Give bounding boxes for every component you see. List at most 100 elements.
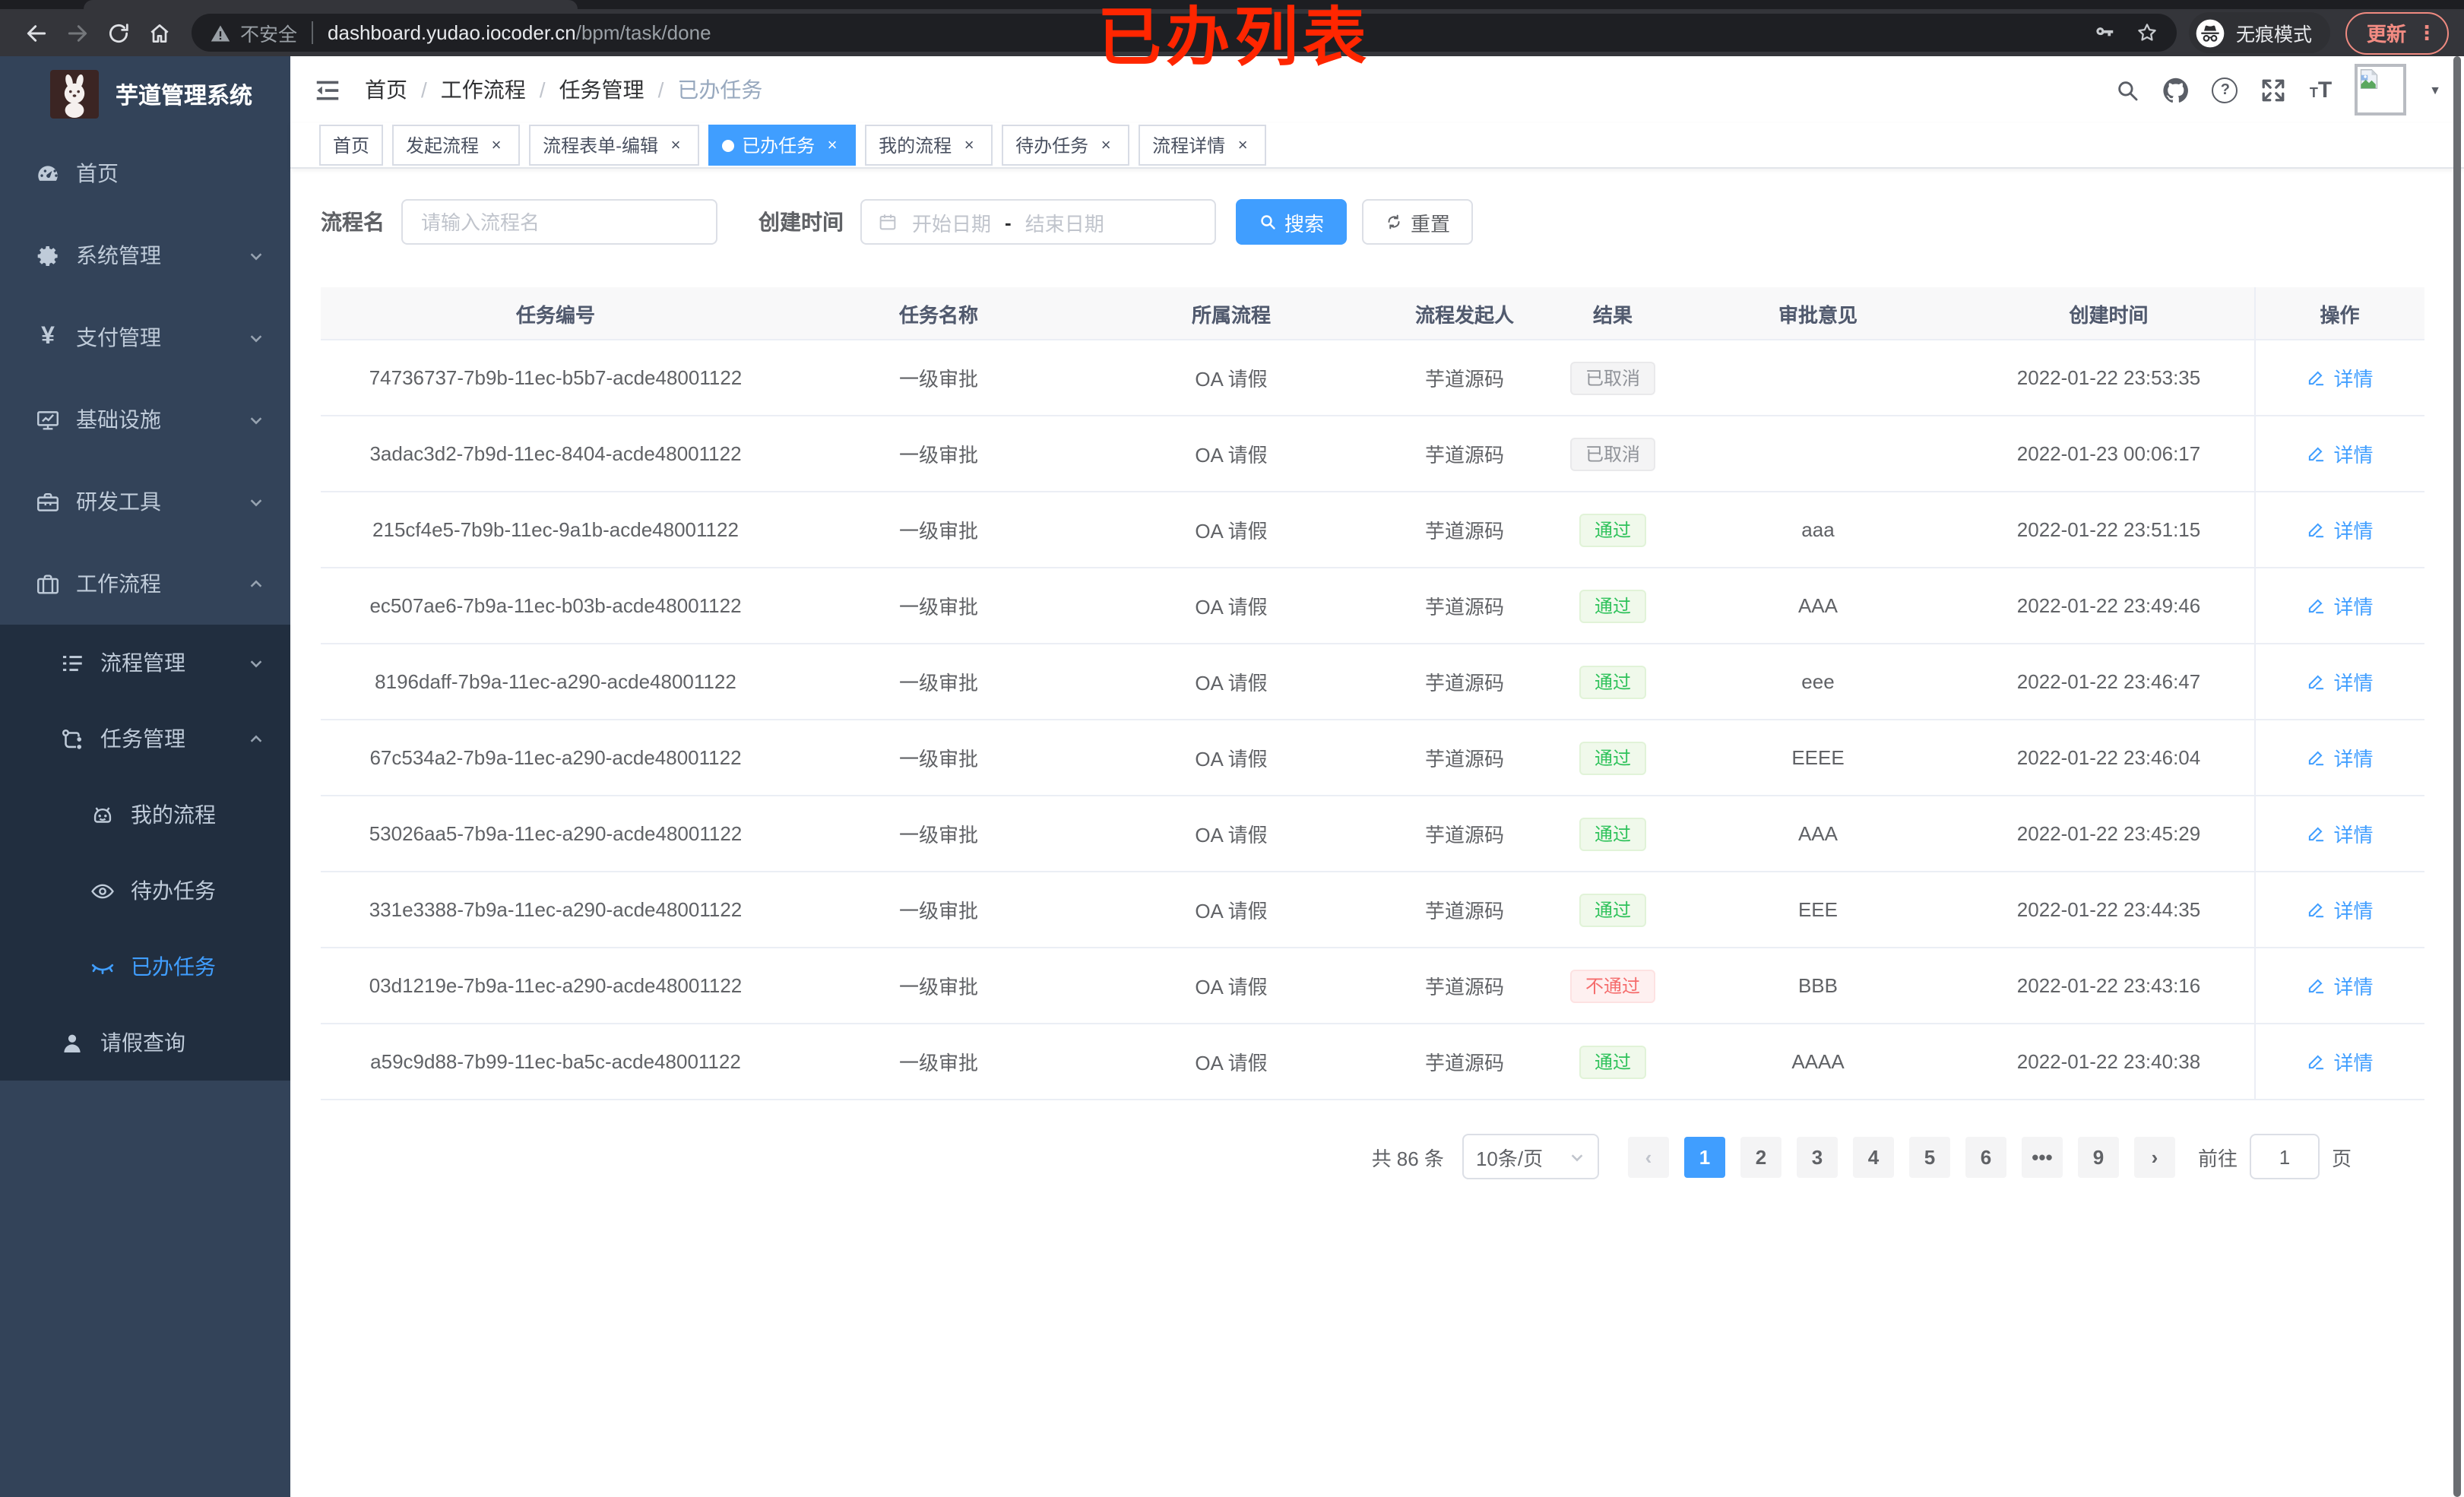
detail-link[interactable]: 详情	[2306, 591, 2374, 620]
goto-page-input[interactable]	[2249, 1134, 2320, 1179]
tab-首页[interactable]: 首页	[319, 125, 384, 166]
task-name-cell: 一级审批	[790, 416, 1087, 492]
url-text[interactable]: dashboard.yudao.iocoder.cn/bpm/task/done	[328, 21, 711, 44]
detail-link[interactable]: 详情	[2306, 667, 2374, 696]
sidebar-item-payment[interactable]: ¥ 支付管理	[0, 296, 290, 378]
created-time-cell: 2022-01-22 23:40:38	[1964, 1024, 2254, 1100]
window-scrollbar[interactable]	[2453, 56, 2461, 1497]
detail-link[interactable]: 详情	[2306, 515, 2374, 544]
detail-link[interactable]: 详情	[2306, 971, 2374, 1000]
url-bar[interactable]: 不安全 dashboard.yudao.iocoder.cn/bpm/task/…	[192, 14, 2177, 52]
browser-active-tab[interactable]	[84, 0, 578, 9]
breadcrumb-item[interactable]: 工作流程	[440, 78, 526, 102]
main-area: 首页 / 工作流程 / 任务管理 / 已办任务 ? TT ▼ 首页 发起流程 × 流程表单-编辑 ×…	[290, 56, 2464, 1497]
font-size-icon[interactable]: TT	[2309, 77, 2333, 103]
page-button-3[interactable]: 3	[1796, 1136, 1838, 1177]
task-name-cell: 一级审批	[790, 568, 1087, 644]
sidebar-item-label: 请假查询	[100, 1030, 185, 1055]
sidebar-item-workflow[interactable]: 工作流程	[0, 543, 290, 625]
sidebar-item-system[interactable]: 系统管理	[0, 214, 290, 296]
sidebar-menu: 首页 系统管理 ¥ 支付管理 基础设施 研发工具 工作流程 流程管理 任务管理 我的流程 待办任务已…	[0, 132, 290, 1081]
home-icon[interactable]	[138, 12, 179, 53]
tab-待办任务[interactable]: 待办任务 ×	[1002, 125, 1130, 166]
detail-link[interactable]: 详情	[2306, 1047, 2374, 1076]
incognito-icon	[2195, 17, 2225, 48]
next-page-button[interactable]: ›	[2133, 1136, 2175, 1177]
sidebar-item-done-task[interactable]: 已办任务	[0, 929, 290, 1005]
back-icon[interactable]	[15, 12, 56, 53]
process-name-input[interactable]	[401, 199, 717, 245]
sidebar-item-leave-query[interactable]: 请假查询	[0, 1005, 290, 1081]
github-icon[interactable]	[2164, 77, 2190, 103]
key-icon[interactable]	[2093, 21, 2116, 44]
close-icon[interactable]: ×	[491, 136, 502, 154]
page-button-9[interactable]: 9	[2077, 1136, 2119, 1177]
page-button-4[interactable]: 4	[1852, 1136, 1894, 1177]
status-badge: 已取消	[1569, 361, 1655, 394]
search-icon[interactable]	[2115, 77, 2141, 103]
sidebar-item-infrastructure[interactable]: 基础设施	[0, 378, 290, 460]
reset-button[interactable]: 重置	[1362, 199, 1474, 245]
process-cell: OA 请假	[1087, 1024, 1376, 1100]
security-label[interactable]: 不安全	[240, 24, 298, 46]
search-button[interactable]: 搜索	[1236, 199, 1348, 245]
detail-link[interactable]: 详情	[2306, 819, 2374, 848]
close-icon[interactable]: ×	[1237, 136, 1248, 154]
fullscreen-icon[interactable]	[2261, 77, 2287, 103]
detail-link[interactable]: 详情	[2306, 743, 2374, 772]
table-header-row: 任务编号 任务名称 所属流程 流程发起人 结果 审批意见 创建时间 操作	[321, 287, 2424, 340]
chevron-down-icon	[248, 329, 264, 346]
forward-icon[interactable]	[56, 12, 97, 53]
fold-icon[interactable]	[313, 75, 342, 104]
app-logo[interactable]: 芋道管理系统	[0, 56, 290, 132]
page-button-2[interactable]: 2	[1740, 1136, 1781, 1177]
comment-cell: aaa	[1672, 492, 1964, 568]
page-button-1[interactable]: 1	[1683, 1136, 1725, 1177]
sidebar-item-devtools[interactable]: 研发工具	[0, 460, 290, 543]
update-button[interactable]: 更新 ⋮	[2345, 11, 2449, 54]
app-frame: 芋道管理系统 首页 系统管理 ¥ 支付管理 基础设施 研发工具 工作流程 流程管理 任务管理 我的…	[0, 56, 2464, 1497]
result-cell: 通过	[1553, 720, 1672, 796]
prev-page-button[interactable]: ‹	[1627, 1136, 1669, 1177]
detail-link[interactable]: 详情	[2306, 363, 2374, 392]
reload-icon[interactable]	[97, 12, 138, 53]
task-name-cell: 一级审批	[790, 948, 1087, 1024]
detail-link[interactable]: 详情	[2306, 895, 2374, 924]
menu-dots-icon[interactable]: ⋮	[2417, 21, 2437, 43]
breadcrumb-item[interactable]: 首页	[365, 78, 407, 102]
breadcrumb-item[interactable]: 任务管理	[559, 78, 645, 102]
sidebar-item-process-management[interactable]: 流程管理	[0, 625, 290, 701]
sidebar-item-task-management[interactable]: 任务管理	[0, 701, 290, 777]
action-cell: 详情	[2253, 948, 2424, 1024]
detail-link[interactable]: 详情	[2306, 439, 2374, 468]
tab-流程表单-编辑[interactable]: 流程表单-编辑 ×	[529, 125, 700, 166]
close-icon[interactable]: ×	[964, 136, 974, 154]
navbar-actions: ? TT ▼	[2115, 64, 2441, 116]
task-id-cell: 331e3388-7b9a-11ec-a290-acde48001122	[321, 872, 790, 948]
column-header: 结果	[1553, 287, 1672, 340]
tab-已办任务[interactable]: 已办任务 ×	[708, 125, 857, 166]
page-button-6[interactable]: 6	[1965, 1136, 2006, 1177]
page-size-select[interactable]: 10条/页	[1462, 1134, 1599, 1179]
tab-流程详情[interactable]: 流程详情 ×	[1139, 125, 1267, 166]
date-range-picker[interactable]: 开始日期 - 结束日期	[860, 199, 1216, 245]
close-icon[interactable]: ×	[670, 136, 681, 154]
active-tab-dot	[722, 139, 735, 151]
more-pages-button[interactable]: •••	[2021, 1136, 2063, 1177]
status-badge: 通过	[1579, 817, 1646, 850]
tab-label: 发起流程	[406, 135, 480, 157]
question-icon[interactable]: ?	[2212, 77, 2238, 103]
close-icon[interactable]: ×	[827, 136, 838, 154]
close-icon[interactable]: ×	[1101, 136, 1111, 154]
sidebar-item-my-process[interactable]: 我的流程	[0, 777, 290, 853]
caret-down-icon[interactable]: ▼	[2429, 83, 2441, 97]
sidebar-item-home[interactable]: 首页	[0, 132, 290, 214]
task-name-cell: 一级审批	[790, 644, 1087, 720]
star-icon[interactable]	[2136, 21, 2158, 44]
tab-我的流程[interactable]: 我的流程 ×	[865, 125, 993, 166]
sidebar-item-todo-task[interactable]: 待办任务	[0, 853, 290, 929]
avatar[interactable]	[2355, 64, 2407, 116]
tab-发起流程[interactable]: 发起流程 ×	[392, 125, 521, 166]
sidebar-item-label: 支付管理	[76, 325, 161, 350]
page-button-5[interactable]: 5	[1908, 1136, 1950, 1177]
